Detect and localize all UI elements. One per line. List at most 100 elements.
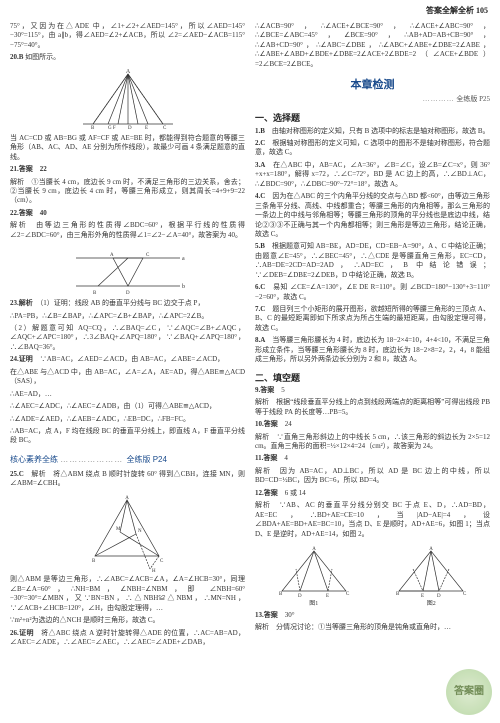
svg-text:C: C <box>160 559 164 564</box>
q5: 5.B 根据题意可知 AB=BE，AD=DE，CD=EB−A=90°，A 、C … <box>255 242 490 280</box>
q25-num: 25.C <box>10 470 24 478</box>
q13-ans: 30° <box>285 611 295 619</box>
hexin-heading: 核心素养全练 ………………… 全练版 P24 <box>10 455 245 466</box>
q24-p1: ∵AB=AC，∠AED=∠ACD，由 AB=AC，∠ABE=∠ACD， <box>40 355 224 363</box>
figure-fig1: A B D E C 图1 <box>274 545 354 608</box>
svg-text:C: C <box>346 592 350 597</box>
svg-text:a: a <box>182 256 185 262</box>
svg-text:D: D <box>437 594 441 599</box>
figure-pair: A B D E C 图1 <box>255 545 490 608</box>
q26-num: 26.证明 <box>10 629 34 637</box>
q7-num: 7.C <box>255 305 265 313</box>
q26-head: 26.证明 将△ABC 绕点 A 逆时针旋转得△ADE 的位置，∴AC=AB=A… <box>10 629 245 648</box>
q7: 7.C 题目列三个小矩形的展开图形，欲越短所得的等腰三角形的三顶点 A、B、C … <box>255 305 490 333</box>
section-1-heading: 一、选择题 <box>255 112 490 124</box>
svg-text:E: E <box>326 594 329 599</box>
q23-head: 23.解析 （1）证明：线段 AB 的垂直平分线与 BC 边交于点 P， <box>10 299 245 308</box>
q13-num: 13.答案 <box>255 611 278 619</box>
svg-text:A: A <box>110 253 114 258</box>
q6: 6.C 易知 ∠CE=∠A=130°，∠E DE R=110°。则 ∠BCD=1… <box>255 283 490 302</box>
svg-text:D: D <box>128 126 132 131</box>
q22-head: 22.答案 40 <box>10 209 245 218</box>
q22-num: 22.答案 40 <box>10 209 47 217</box>
q3-text: 在△ABC 中，AB=AC，∠A=36°，∠B=∠C，设∠B=∠C=x°，则 3… <box>255 161 490 188</box>
svg-text:B: B <box>91 126 95 131</box>
q12-ans: 6 或 14 <box>285 489 306 497</box>
q10-num: 10.答案 <box>255 420 278 428</box>
left-column: 75°，又因为在△ADE 中，∠1+∠2+∠AED=145°，所以∠AED=14… <box>10 22 245 713</box>
fig1-caption: 当 AC=CD 或 AB=BG 或 AF=CF 或 AE=BE 时，都能得到符合… <box>10 134 245 162</box>
svg-text:N: N <box>138 529 142 534</box>
figure-rotated-triangle: A B C M N H <box>10 494 245 572</box>
q5-text: 根据题意可知 AB=BE，AD=DE，CD=EB−A=90°，A 、C 中结论正… <box>255 242 490 278</box>
page-header: 答案全解全析 105 <box>426 6 488 17</box>
header-page: 105 <box>476 6 488 15</box>
q24-p6: ∴AB=AC，点 A，F 均在线段 BC 的垂直平分线上，即直线 A，F 垂直平… <box>10 427 245 446</box>
q6-num: 6.C <box>255 283 265 291</box>
right-column: ∴∠ACB=90°，∴∠ACE+∠BCE=90°，∴∠ACE+∠ABC=90°，… <box>255 22 490 713</box>
dots-icon: ………………… <box>60 455 126 464</box>
svg-text:M: M <box>116 527 121 532</box>
svg-text:b: b <box>182 284 185 290</box>
q20: 20.B 如图所示。 <box>10 53 245 62</box>
q4-text: 因为在△ABC 的三个内角平分线的交点与△BD 都<60°，由等边三角形三条角平… <box>255 192 490 238</box>
svg-text:C: C <box>463 592 467 597</box>
q1: 1.B 由轴对称图形的定义知，只有 B 选项中的标志是轴对称图形，故选 B。 <box>255 127 490 136</box>
right-p0: ∴∠ACB=90°，∴∠ACE+∠BCE=90°，∴∠ACE+∠ABC=90°，… <box>255 22 490 69</box>
q11-ans: 4 <box>284 454 288 462</box>
svg-text:D: D <box>126 291 130 296</box>
q24-head: 24.证明 ∵AB=AC，∠AED=∠ACD，由 AB=AC，∠ABE=∠ACD… <box>10 355 245 364</box>
q9-num: 9.答案 <box>255 386 274 394</box>
q12-text: 解析 ∵AB、AC 的垂直平分线分别交 BC 于点 E、D，∴AD=BD，AE=… <box>255 501 490 539</box>
q4-num: 4.C <box>255 192 265 200</box>
q2: 2.C 根据轴对称图形的定义可知，C 选项中的图形不是轴对称图形，符合题意，故选… <box>255 139 490 158</box>
fig1-label: 图1 <box>274 600 354 608</box>
q13: 13.答案 30° <box>255 611 490 620</box>
q21-text: 解析 ①当腰长 4 cm，底边长 9 cm 时，不满足三角形的三边关系，舍去；②… <box>10 178 245 206</box>
q23-p3: （2）解题意可知 AQ=CQ，∴∠BAQ=∠C，∵∠AQC=∠B+∠AQC，∠A… <box>10 324 245 352</box>
q20-num: 20.B <box>10 53 23 61</box>
svg-text:B: B <box>92 559 96 564</box>
q8: 8.A 当等腰三角形腰长为 4 时，底边长为 18−2×4=10，4+4<10，… <box>255 336 490 364</box>
q3-num: 3.A <box>255 161 265 169</box>
q12-num: 12.答案 <box>255 489 278 497</box>
q11-text: 解析 因为 AB=AC，AD⊥BC，所以 AD 是 BC 边上的中线，所以 BD… <box>255 467 490 486</box>
svg-text:D: D <box>298 594 302 599</box>
chapter-test-sub: ………… 全练版 P25 <box>255 95 490 104</box>
chapter-test-title: 本章检测 <box>255 78 490 93</box>
q8-num: 8.A <box>255 336 265 344</box>
hexin-title: 核心素养全练 <box>10 455 58 464</box>
fig2-label: 图2 <box>391 600 471 608</box>
q21-num: 21.答案 22 <box>10 165 47 173</box>
q22-text: 解析 由等边三角形的性质得∠BDC=60°，根据平行线的性质得∠2=∠BDC=6… <box>10 221 245 240</box>
dots-icon: ………… <box>423 95 455 103</box>
q25-p3: ∵m²+n²为选边的△NCH 是顺时三角形，故选 C。 <box>10 616 245 625</box>
q25-p2: 则△ABM 是等边三角形，∴∠ABC=∠ACB=∠A，∠A=∠HCB=30°，同… <box>10 575 245 613</box>
watermark-badge: 答案圈 <box>446 669 492 715</box>
svg-text:A: A <box>125 496 129 501</box>
q5-num: 5.B <box>255 242 265 250</box>
figure-parallel-lines: a b A B D C <box>10 246 245 296</box>
q11-num: 11.答案 <box>255 454 277 462</box>
q24-p4: ∴∠AEC=∠ADC，∴∠AEC=∠ADB，由（1）可得△ABE≌△ACD， <box>10 402 245 411</box>
q9: 9.答案 5 <box>255 386 490 395</box>
svg-text:A: A <box>429 547 433 552</box>
q1-num: 1.B <box>255 127 265 135</box>
q24-p5: ∴∠ADE=∠AED，∴∠AEB=∠ADC，∴EB=DC，∴FB=FC。 <box>10 415 245 424</box>
svg-text:B: B <box>396 592 400 597</box>
figure-triangle-fan: A B G F D E C <box>10 69 245 131</box>
q10: 10.答案 24 <box>255 420 490 429</box>
q23-num: 23.解析 <box>10 299 33 307</box>
q23-p1: （1）证明：线段 AB 的垂直平分线与 BC 边交于点 P， <box>40 299 205 307</box>
left-p1: 75°，又因为在△ADE 中，∠1+∠2+∠AED=145°，所以∠AED=14… <box>10 22 245 50</box>
q2-num: 2.C <box>255 139 265 147</box>
svg-text:C: C <box>146 253 150 258</box>
svg-text:G F: G F <box>108 126 116 131</box>
q10-text: 解析 ∵直角三角形斜边上的中线长 5 cm，∴该三角形的斜边长为 2×5=12 … <box>255 433 490 452</box>
header-title: 答案全解全析 <box>426 6 474 15</box>
svg-text:E: E <box>145 126 148 131</box>
q10-ans: 24 <box>285 420 292 428</box>
svg-text:C: C <box>163 126 167 131</box>
svg-text:A: A <box>312 547 316 552</box>
svg-text:H: H <box>152 569 156 572</box>
